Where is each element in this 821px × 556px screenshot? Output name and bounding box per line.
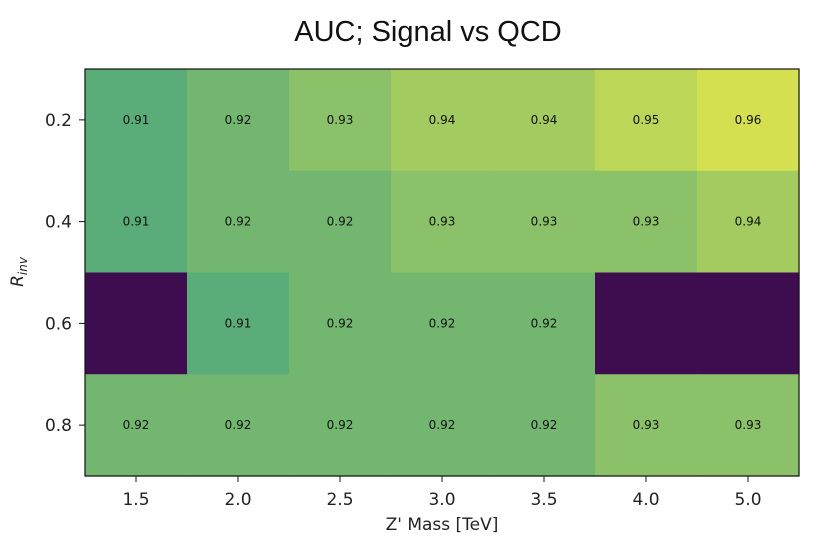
heatmap-cell-label: 0.92 bbox=[327, 418, 354, 432]
heatmap-cell bbox=[493, 272, 596, 375]
heatmap-cell-label: 0.92 bbox=[531, 418, 558, 432]
heatmap-cell bbox=[493, 69, 596, 172]
y-tick-label: 0.4 bbox=[45, 213, 72, 233]
heatmap-cell-label: 0.93 bbox=[531, 215, 558, 229]
heatmap-cell-label: 0.91 bbox=[123, 215, 150, 229]
heatmap-cell bbox=[187, 170, 290, 274]
heatmap-cell-label: 0.94 bbox=[531, 113, 558, 127]
heatmap-cell bbox=[391, 374, 494, 477]
heatmap-cell-label: 0.94 bbox=[735, 215, 762, 229]
heatmap-cell bbox=[595, 69, 698, 172]
heatmap-cell bbox=[391, 170, 494, 274]
heatmap-cell bbox=[187, 272, 290, 375]
x-tick-label: 1.5 bbox=[122, 490, 149, 510]
heatmap-cell-labels: 0.91 0.92 0.93 0.94 0.94 0.95 0.96 0.91 0.92 0.92… bbox=[123, 113, 762, 432]
heatmap-cell-label: 0.93 bbox=[327, 113, 354, 127]
heatmap-cell-label: 0.92 bbox=[123, 418, 150, 432]
heatmap-cell bbox=[697, 272, 800, 375]
y-tick-label: 0.8 bbox=[45, 416, 72, 436]
heatmap-cell bbox=[187, 374, 290, 477]
heatmap-cell-label: 0.92 bbox=[429, 418, 456, 432]
chart-title: AUC; Signal vs QCD bbox=[294, 16, 562, 48]
heatmap-cell-label: 0.92 bbox=[327, 316, 354, 330]
heatmap-cell-label: 0.93 bbox=[735, 418, 762, 432]
x-tick-label: 2.0 bbox=[224, 490, 251, 510]
heatmap-cell bbox=[697, 69, 800, 172]
heatmap-cell-label: 0.93 bbox=[633, 418, 660, 432]
heatmap-cells bbox=[85, 69, 800, 477]
y-axis-ticks: 0.2 0.4 0.6 0.8 bbox=[45, 111, 85, 436]
heatmap-cell bbox=[289, 374, 392, 477]
heatmap-cell bbox=[595, 374, 698, 477]
y-tick-label: 0.6 bbox=[45, 314, 72, 334]
x-tick-label: 3.0 bbox=[428, 490, 455, 510]
heatmap-cell bbox=[289, 170, 392, 274]
x-axis-ticks: 1.5 2.0 2.5 3.0 3.5 4.0 5.0 bbox=[122, 476, 762, 510]
y-axis-label-subscript: inv bbox=[16, 256, 30, 275]
heatmap-cell bbox=[85, 170, 188, 274]
heatmap-cell bbox=[391, 272, 494, 375]
x-tick-label: 2.5 bbox=[326, 490, 353, 510]
y-axis-label: Rinv bbox=[8, 256, 30, 287]
heatmap-cell bbox=[595, 272, 698, 375]
heatmap-cell bbox=[85, 69, 188, 172]
x-axis-label: Z' Mass [TeV] bbox=[386, 515, 499, 535]
heatmap-cell bbox=[289, 69, 392, 172]
heatmap-cell-label: 0.92 bbox=[225, 113, 252, 127]
heatmap-cell-label: 0.92 bbox=[225, 418, 252, 432]
heatmap-cell bbox=[697, 170, 800, 274]
heatmap-cell-label: 0.91 bbox=[225, 316, 252, 330]
heatmap-cell bbox=[85, 272, 188, 375]
heatmap-cell-label: 0.92 bbox=[531, 316, 558, 330]
heatmap-cell-label: 0.92 bbox=[429, 316, 456, 330]
heatmap-cell-label: 0.96 bbox=[735, 113, 762, 127]
heatmap-cell bbox=[697, 374, 800, 477]
x-tick-label: 5.0 bbox=[734, 490, 761, 510]
x-tick-label: 4.0 bbox=[632, 490, 659, 510]
y-axis-label-main: R bbox=[8, 275, 28, 287]
heatmap-cell bbox=[85, 374, 188, 477]
heatmap-cell-label: 0.94 bbox=[429, 113, 456, 127]
heatmap-cell bbox=[187, 69, 290, 172]
heatmap-cell bbox=[391, 69, 494, 172]
heatmap-cell bbox=[493, 374, 596, 477]
heatmap-cell-label: 0.92 bbox=[327, 215, 354, 229]
x-tick-label: 3.5 bbox=[530, 490, 557, 510]
heatmap-cell-label: 0.92 bbox=[225, 215, 252, 229]
heatmap-cell-label: 0.93 bbox=[633, 215, 660, 229]
y-tick-label: 0.2 bbox=[45, 111, 72, 131]
heatmap-cell bbox=[493, 170, 596, 274]
heatmap-cell-label: 0.95 bbox=[633, 113, 660, 127]
heatmap-cell bbox=[595, 170, 698, 274]
heatmap-cell bbox=[289, 272, 392, 375]
heatmap-cell-label: 0.91 bbox=[123, 113, 150, 127]
heatmap-cell-label: 0.93 bbox=[429, 215, 456, 229]
